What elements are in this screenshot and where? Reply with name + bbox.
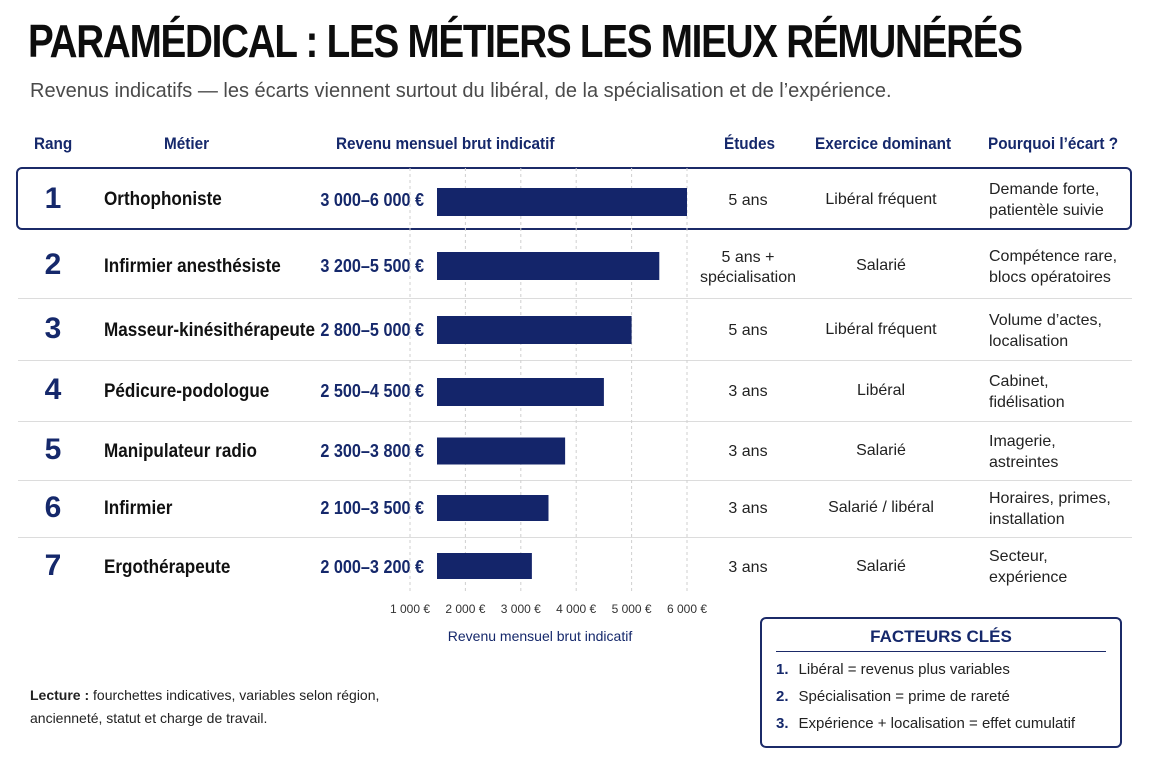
- rank-3: 3: [44, 312, 62, 345]
- job-1: Orthophoniste: [104, 189, 222, 210]
- range-3: 2 800–5 000 €: [320, 320, 424, 340]
- studies-3: 5 ans: [728, 322, 768, 339]
- range-4: 2 500–4 500 €: [320, 381, 424, 401]
- job-7: Ergothérapeute: [104, 557, 231, 578]
- reason-2: Compétence rare, blocs opératoires: [989, 248, 1118, 286]
- exercise-4: Libéral: [856, 382, 906, 399]
- studies-6: 3 ans: [728, 500, 768, 517]
- rank-2: 2: [44, 248, 62, 281]
- x-axis-title: Revenu mensuel brut indicatif: [447, 628, 633, 644]
- key-factor-2: 2. Spécialisation = prime de rareté: [776, 688, 1010, 705]
- studies-4: 3 ans: [728, 383, 768, 400]
- row-divider: [18, 480, 1132, 481]
- job-3: Masseur-kinésithérapeute: [104, 320, 315, 341]
- reading-note: Lecture : fourchettes indicatives, varia…: [30, 687, 380, 726]
- key-factors-rule: [776, 651, 1106, 652]
- key-factor-1: 1. Libéral = revenus plus variables: [776, 661, 1010, 678]
- key-factors-box: FACTEURS CLÉS 1. Libéral = revenus plus v…: [760, 617, 1122, 748]
- row-divider: [18, 360, 1132, 361]
- rank-6: 6: [44, 491, 62, 524]
- bar-4: [437, 378, 604, 406]
- x-tick-label: 6 000 €: [667, 602, 707, 616]
- x-tick-label: 3 000 €: [501, 602, 541, 616]
- reason-1: Demande forte, patientèle suivie: [989, 181, 1104, 219]
- x-tick-label: 5 000 €: [612, 602, 652, 616]
- row-divider: [18, 298, 1132, 299]
- key-factors-title: FACTEURS CLÉS: [870, 627, 1012, 646]
- page-title: PARAMÉDICAL : LES MÉTIERS LES MIEUX RÉMU…: [28, 15, 1023, 67]
- rank-7: 7: [44, 549, 62, 582]
- x-tick-label: 1 000 €: [390, 602, 430, 616]
- exercise-2: Salarié: [856, 257, 906, 274]
- header-studies: Études: [724, 134, 776, 153]
- highlight-row-1: [16, 167, 1132, 230]
- rank-5: 5: [44, 433, 62, 466]
- key-factor-3: 3. Expérience + localisation = effet cumu…: [776, 715, 1076, 732]
- range-2: 3 200–5 500 €: [320, 256, 424, 276]
- bar-7: [437, 553, 532, 579]
- bar-6: [437, 495, 549, 521]
- exercise-5: Salarié: [856, 442, 906, 459]
- reason-3: Volume d’actes, localisation: [989, 312, 1102, 350]
- exercise-7: Salarié: [856, 558, 906, 575]
- exercise-1: Libéral fréquent: [825, 191, 937, 208]
- reason-5: Imagerie, astreintes: [989, 433, 1059, 471]
- rank-1: 1: [44, 182, 62, 215]
- job-2: Infirmier anesthésiste: [104, 256, 281, 277]
- bar-3: [437, 316, 632, 344]
- page-subtitle: Revenus indicatifs — les écarts viennent…: [30, 80, 892, 102]
- exercise-6: Salarié / libéral: [828, 499, 934, 516]
- range-1: 3 000–6 000 €: [320, 190, 424, 210]
- header-why: Pourquoi l’écart ?: [988, 134, 1119, 153]
- reason-7: Secteur, expérience: [989, 548, 1068, 586]
- studies-5: 3 ans: [728, 443, 768, 460]
- range-6: 2 100–3 500 €: [320, 498, 424, 518]
- range-7: 2 000–3 200 €: [320, 557, 424, 577]
- job-5: Manipulateur radio: [104, 441, 257, 462]
- x-tick-label: 2 000 €: [445, 602, 485, 616]
- header-rank: Rang: [34, 134, 73, 153]
- bar-5: [437, 437, 566, 465]
- studies-2: 5 ans + spécialisation: [699, 249, 797, 286]
- bar-2: [437, 252, 660, 280]
- job-4: Pédicure-podologue: [104, 381, 270, 402]
- rank-4: 4: [44, 373, 62, 406]
- row-divider: [18, 537, 1132, 538]
- job-6: Infirmier: [104, 498, 173, 519]
- row-divider: [18, 421, 1132, 422]
- bar-1: [437, 188, 687, 216]
- studies-7: 3 ans: [728, 559, 768, 576]
- exercise-3: Libéral fréquent: [825, 321, 937, 338]
- range-5: 2 300–3 800 €: [320, 441, 424, 461]
- studies-1: 5 ans: [728, 192, 768, 209]
- header-exercise: Exercice dominant: [815, 134, 952, 153]
- reason-4: Cabinet, fidélisation: [989, 373, 1065, 411]
- header-job: Métier: [164, 134, 210, 153]
- x-tick-label: 4 000 €: [556, 602, 596, 616]
- reason-6: Horaires, primes, installation: [989, 490, 1111, 528]
- header-income: Revenu mensuel brut indicatif: [336, 134, 555, 153]
